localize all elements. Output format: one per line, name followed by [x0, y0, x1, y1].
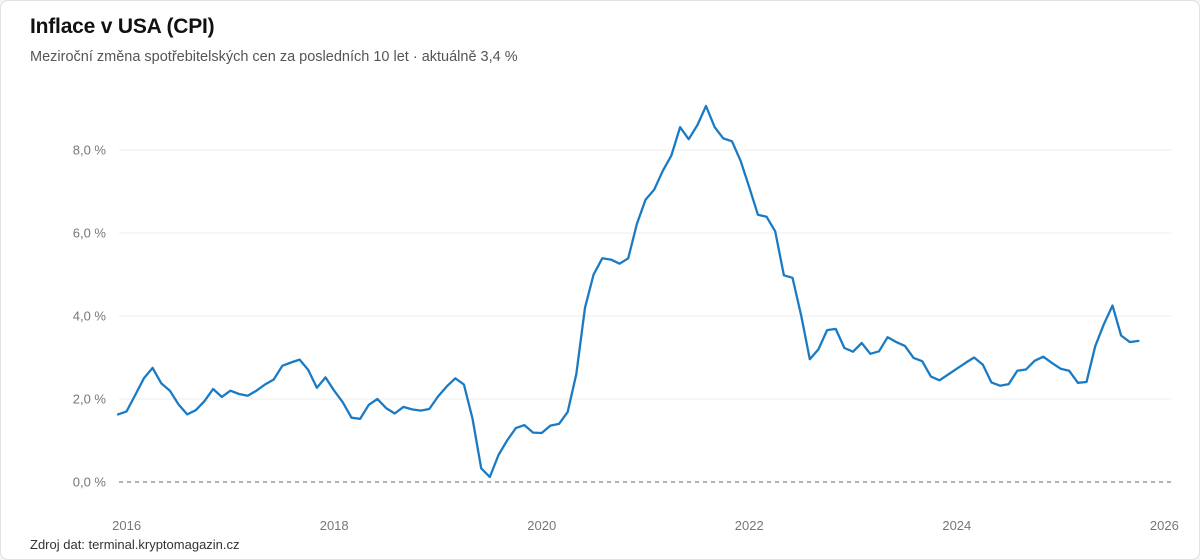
x-axis: 2016 2018 2020 2022 2024 2026: [112, 518, 1179, 533]
y-tick-label: 0,0 %: [73, 475, 107, 490]
x-tick-label: 2022: [735, 518, 764, 533]
chart-subtitle: Meziroční změna spotřebitelských cen za …: [30, 49, 518, 65]
grid-layer: [119, 149, 1171, 483]
x-tick-label: 2018: [320, 518, 349, 533]
series-layer: [116, 104, 1140, 479]
source-note: Zdroj dat: terminal.kryptomagazin.cz: [30, 537, 240, 552]
series-line: [116, 104, 1140, 479]
x-tick-label: 2026: [1150, 518, 1179, 533]
x-tick-label: 2016: [112, 518, 141, 533]
y-tick-label: 8,0 %: [73, 143, 107, 158]
x-tick-label: 2024: [942, 518, 971, 533]
y-tick-label: 4,0 %: [73, 309, 107, 324]
x-tick-label: 2020: [527, 518, 556, 533]
y-tick-label: 6,0 %: [73, 226, 107, 241]
chart-title: Inflace v USA (CPI): [30, 15, 215, 38]
y-axis: 0,0 % 2,0 % 4,0 % 6,0 % 8,0 %: [73, 143, 107, 490]
y-tick-label: 2,0 %: [73, 392, 107, 407]
